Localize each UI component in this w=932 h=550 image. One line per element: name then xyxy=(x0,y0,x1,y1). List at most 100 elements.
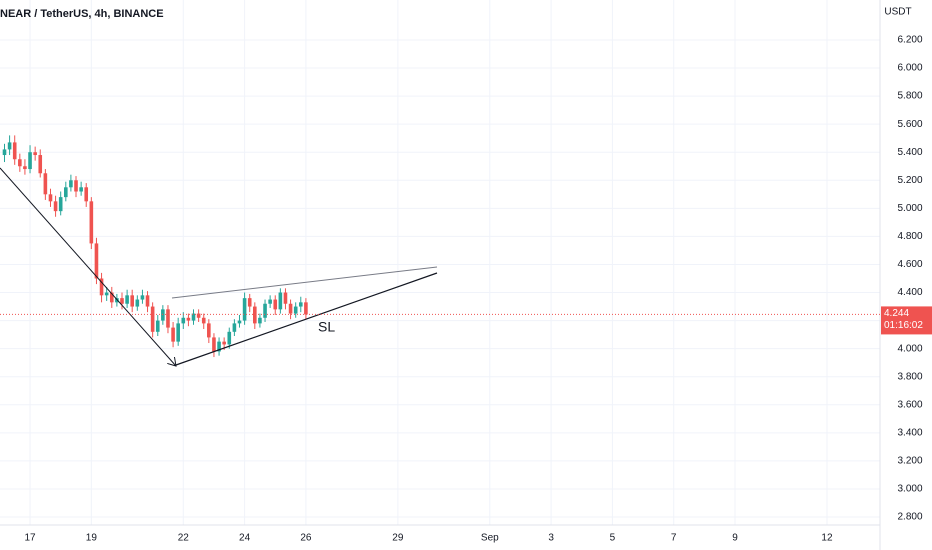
candle-body xyxy=(155,320,160,332)
x-tick-label: Sep xyxy=(481,533,499,544)
candle-body xyxy=(263,303,267,318)
y-tick-label: 4.600 xyxy=(897,259,922,270)
candle-body xyxy=(176,323,180,342)
candle-body xyxy=(222,341,226,345)
candle-body xyxy=(12,142,17,160)
y-tick-label: 5.200 xyxy=(897,175,922,186)
x-tick-label: 12 xyxy=(821,533,833,544)
candle-body xyxy=(64,187,68,198)
candle-body xyxy=(109,292,114,303)
countdown-label: 01:16:02 xyxy=(884,320,923,331)
resistance-line xyxy=(171,266,438,299)
y-tick-label: 4.800 xyxy=(897,231,922,242)
candle-body xyxy=(145,295,150,307)
candle-body xyxy=(242,298,247,321)
y-axis-unit: USDT xyxy=(884,7,911,18)
x-tick-label: 24 xyxy=(239,533,251,544)
candle-body xyxy=(94,243,99,279)
candle-body xyxy=(191,313,196,321)
candle-body xyxy=(186,317,191,321)
x-tick-label: 5 xyxy=(610,533,616,544)
candle-body xyxy=(89,201,94,244)
candle-body xyxy=(69,180,73,188)
candle-body xyxy=(278,292,283,310)
y-tick-label: 6.000 xyxy=(897,63,922,74)
candle-body xyxy=(74,180,78,192)
candle-body xyxy=(232,323,237,332)
candle-body xyxy=(166,309,170,328)
candle-body xyxy=(135,299,140,307)
candle-body xyxy=(23,166,27,170)
candle-body xyxy=(268,299,272,304)
candle-body xyxy=(43,173,48,195)
x-tick-label: 29 xyxy=(392,533,404,544)
x-tick-label: 7 xyxy=(671,533,677,544)
x-tick-label: 9 xyxy=(732,533,738,544)
candle-body xyxy=(247,298,252,307)
y-tick-label: 3.200 xyxy=(897,456,922,467)
y-tick-label: 3.400 xyxy=(897,427,922,438)
candle-body xyxy=(53,201,58,212)
y-tick-label: 5.600 xyxy=(897,119,922,130)
candle-body xyxy=(253,306,257,324)
trend-arrow xyxy=(0,167,176,366)
candle-body xyxy=(99,278,104,296)
candle-body xyxy=(207,323,211,338)
y-tick-label: 3.600 xyxy=(897,399,922,410)
chart-title: NEAR / TetherUS, 4h, BINANCE xyxy=(0,8,164,20)
y-tick-label: 3.800 xyxy=(897,371,922,382)
candle-body xyxy=(237,320,242,324)
candle-body xyxy=(120,298,124,304)
candle-body xyxy=(140,295,145,300)
candle-body xyxy=(18,159,22,167)
x-tick-label: 26 xyxy=(300,533,312,544)
x-tick-label: 3 xyxy=(548,533,554,544)
candle-body xyxy=(273,299,278,310)
candle-body xyxy=(161,309,165,321)
candle-body xyxy=(84,187,89,202)
x-tick-label: 19 xyxy=(86,533,98,544)
y-tick-label: 6.200 xyxy=(897,35,922,46)
candle-body xyxy=(217,341,221,352)
y-tick-label: 3.000 xyxy=(897,484,922,495)
candle-body xyxy=(7,142,12,150)
y-tick-label: 4.400 xyxy=(897,287,922,298)
candle-body xyxy=(150,306,155,332)
y-tick-label: 2.800 xyxy=(897,512,922,523)
candle-body xyxy=(288,303,293,314)
candle-body xyxy=(298,302,303,307)
support-line xyxy=(175,272,438,366)
y-tick-label: 4.000 xyxy=(897,343,922,354)
candle-body xyxy=(304,302,308,315)
candle-body xyxy=(130,295,134,307)
candle-body xyxy=(181,317,186,324)
y-tick-label: 5.400 xyxy=(897,147,922,158)
y-tick-label: 5.000 xyxy=(897,203,922,214)
y-tick-label: 5.800 xyxy=(897,91,922,102)
candle-body xyxy=(79,187,83,192)
candle-body xyxy=(201,317,206,324)
candle-body xyxy=(104,292,109,296)
candle-body xyxy=(171,327,175,342)
candle-body xyxy=(196,313,201,318)
candle-body xyxy=(58,197,63,212)
sl-annotation: SL xyxy=(318,319,335,335)
last-price-box xyxy=(881,306,932,335)
candle-body xyxy=(38,155,43,174)
candle-body xyxy=(258,317,262,324)
candle-body xyxy=(33,152,37,156)
candle-body xyxy=(125,295,129,304)
candle-body xyxy=(48,194,53,202)
candle-body xyxy=(115,298,119,303)
last-price-label: 4.244 xyxy=(884,308,909,319)
x-tick-label: 22 xyxy=(178,533,190,544)
candle-body xyxy=(28,152,32,170)
candle-body xyxy=(2,149,7,156)
x-tick-label: 17 xyxy=(24,533,36,544)
candle-body xyxy=(227,331,232,345)
candle-body xyxy=(283,292,288,304)
candle-body xyxy=(293,306,298,314)
candle-body xyxy=(212,337,216,352)
